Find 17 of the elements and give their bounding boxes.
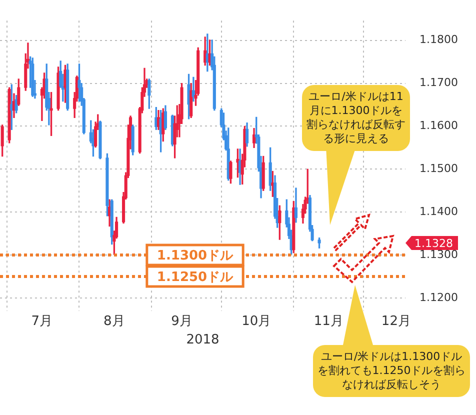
x-tick-label: 8月 xyxy=(104,314,125,329)
y-tick-label: 1.1300 xyxy=(420,248,458,261)
x-tick-label: 12月 xyxy=(381,314,411,329)
x-tick-label: 7月 xyxy=(31,314,53,329)
y-tick-label: 1.1600 xyxy=(420,119,458,132)
y-tick-label: 1.1700 xyxy=(420,76,458,90)
y-tick-label: 1.1200 xyxy=(420,290,458,304)
x-tick-label: 11月 xyxy=(314,314,344,329)
text: 1.1328 xyxy=(414,236,454,250)
y-tick-label: 1.1800 xyxy=(420,33,458,46)
y-tick-label: 1.1400 xyxy=(420,204,458,218)
x-axis-title: 2018 xyxy=(186,332,220,348)
ref-line-label: 1.1300ドル xyxy=(156,248,234,264)
ref-line-label: 1.1250ドル xyxy=(156,270,234,285)
y-tick-label: 1.1500 xyxy=(420,162,458,175)
x-tick-label: 10月 xyxy=(242,314,272,329)
x-tick-label: 9月 xyxy=(171,314,192,329)
